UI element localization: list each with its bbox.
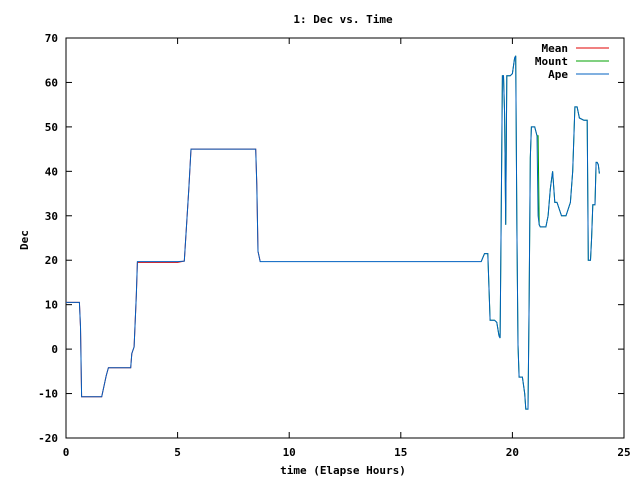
series-line-ape (66, 55, 600, 410)
plot-frame (65, 37, 625, 439)
y-tick-label: 70 (45, 32, 58, 45)
y-tick-label: 40 (45, 165, 58, 178)
y-tick-label: 10 (45, 299, 58, 312)
x-axis-label: time (Elapse Hours) (280, 464, 406, 477)
legend-label-mount: Mount (535, 55, 568, 68)
x-tick-label: 15 (394, 446, 407, 459)
x-tick-label: 10 (283, 446, 296, 459)
y-tick-label: 0 (51, 343, 58, 356)
x-tick-label: 25 (617, 446, 630, 459)
y-tick-label: 30 (45, 210, 58, 223)
series-line-mean (66, 148, 261, 398)
chart-title: 1: Dec vs. Time (293, 13, 393, 26)
legend-label-mean: Mean (542, 42, 569, 55)
y-tick-label: -10 (38, 388, 58, 401)
legend-label-ape: Ape (548, 68, 568, 81)
y-tick-label: -20 (38, 432, 58, 445)
y-tick-label: 60 (45, 76, 58, 89)
y-tick-label: 20 (45, 254, 58, 267)
y-tick-label: 50 (45, 121, 58, 134)
x-tick-label: 20 (506, 446, 519, 459)
series-line-mount (480, 55, 600, 410)
x-tick-label: 0 (63, 446, 70, 459)
x-tick-label: 5 (174, 446, 181, 459)
y-axis-label: Dec (18, 230, 31, 250)
